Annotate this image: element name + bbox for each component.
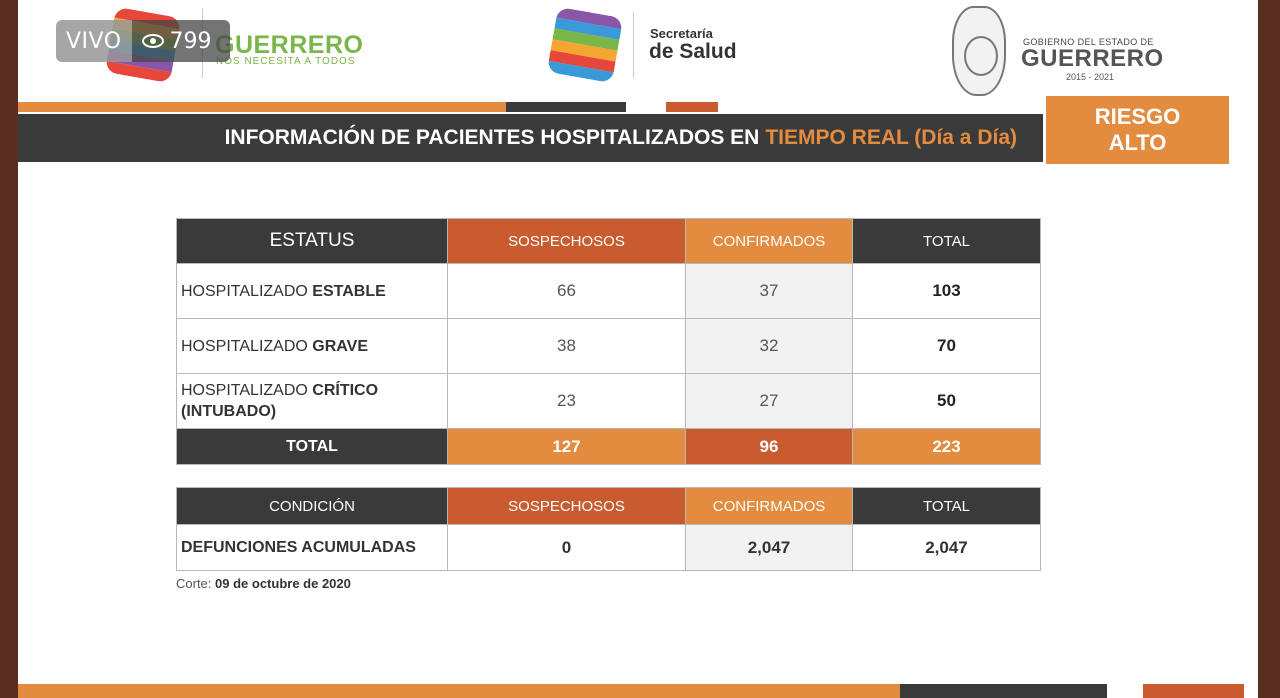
decor-stripe xyxy=(18,102,508,112)
total-cell: 70 xyxy=(852,318,1041,374)
suspects-cell: 23 xyxy=(447,373,686,429)
page-title-bar: INFORMACIÓN DE PACIENTES HOSPITALIZADOS … xyxy=(18,114,1043,162)
live-badge: VIVO 799 xyxy=(56,20,230,62)
row-label: HOSPITALIZADO CRÍTICO (INTUBADO) xyxy=(176,373,448,429)
total-cell: 103 xyxy=(852,263,1041,319)
table-row: HOSPITALIZADO ESTABLE 66 37 103 xyxy=(176,263,1041,319)
table-row: HOSPITALIZADO CRÍTICO (INTUBADO) 23 27 5… xyxy=(176,373,1041,429)
viewer-count: 799 xyxy=(131,20,230,62)
guerrero-tagline: NOS NECESITA A TODOS xyxy=(216,56,356,67)
total-cell: 50 xyxy=(852,373,1041,429)
suspects-cell: 0 xyxy=(447,524,686,571)
state-crest-icon xyxy=(952,6,1006,96)
table-total-row: TOTAL 127 96 223 xyxy=(176,428,1041,465)
table-header-row: CONDICIÓN SOSPECHOSOS CONFIRMADOS TOTAL xyxy=(176,487,1041,525)
confirmed-cell: 32 xyxy=(685,318,853,374)
table-row: DEFUNCIONES ACUMULADAS 0 2,047 2,047 xyxy=(176,524,1041,571)
decor-stripe xyxy=(506,102,626,112)
cutoff-label: Corte: xyxy=(176,576,212,591)
column-header-total: TOTAL xyxy=(852,487,1041,525)
decor-stripe xyxy=(1143,684,1244,698)
column-header-confirmed: CONFIRMADOS xyxy=(685,218,853,264)
suspects-cell: 38 xyxy=(447,318,686,374)
page-title: INFORMACIÓN DE PACIENTES HOSPITALIZADOS … xyxy=(224,126,760,149)
total-label: TOTAL xyxy=(176,428,448,465)
column-header-suspects: SOSPECHOSOS xyxy=(447,218,686,264)
total-cell: 2,047 xyxy=(852,524,1041,571)
grand-total-cell: 223 xyxy=(852,428,1041,465)
risk-line1: RIESGO xyxy=(1094,104,1181,129)
confirmed-cell: 37 xyxy=(685,263,853,319)
column-header-total: TOTAL xyxy=(852,218,1041,264)
cutoff-date: Corte: 09 de octubre de 2020 xyxy=(176,576,351,591)
row-label: DEFUNCIONES ACUMULADAS xyxy=(176,524,448,571)
column-header-condition: CONDICIÓN xyxy=(176,487,448,525)
page-title-highlight: TIEMPO REAL (Día a Día) xyxy=(765,126,1017,149)
secretaria-line1: Secretaría xyxy=(650,26,713,41)
column-header-status: ESTATUS xyxy=(176,218,448,264)
risk-line2: ALTO xyxy=(1108,130,1167,155)
gobierno-line2: GUERRERO xyxy=(1021,45,1164,72)
header-divider xyxy=(633,12,634,78)
risk-badge: RIESGO ALTO xyxy=(1046,96,1229,164)
live-label: VIVO xyxy=(56,20,132,62)
cutoff-date-value: 09 de octubre de 2020 xyxy=(215,576,351,591)
table-header-row: ESTATUS SOSPECHOSOS CONFIRMADOS TOTAL xyxy=(176,218,1041,264)
column-header-suspects: SOSPECHOSOS xyxy=(447,487,686,525)
guerrero-logo-text: GUERRERO xyxy=(215,31,364,59)
row-label: HOSPITALIZADO GRAVE xyxy=(176,318,448,374)
viewer-count-value: 799 xyxy=(169,28,212,54)
presentation-slide: VIVO 799 GUERRERO NOS NECESITA A TODOS S… xyxy=(18,0,1258,698)
suspects-total-cell: 127 xyxy=(447,428,686,465)
secretaria-line2: de Salud xyxy=(649,40,737,63)
gobierno-line1: GOBIERNO DEL ESTADO DE xyxy=(1023,37,1154,47)
hospitalized-table: ESTATUS SOSPECHOSOS CONFIRMADOS TOTAL HO… xyxy=(176,218,1041,465)
suspects-cell: 66 xyxy=(447,263,686,319)
secretaria-logo-icon xyxy=(546,6,624,84)
row-label: HOSPITALIZADO ESTABLE xyxy=(176,263,448,319)
eye-icon xyxy=(141,34,164,48)
confirmed-cell: 27 xyxy=(685,373,853,429)
table-row: HOSPITALIZADO GRAVE 38 32 70 xyxy=(176,318,1041,374)
decor-stripe xyxy=(666,102,718,112)
decor-stripe xyxy=(900,684,1107,698)
gobierno-years: 2015 - 2021 xyxy=(1066,72,1115,82)
column-header-confirmed: CONFIRMADOS xyxy=(685,487,853,525)
confirmed-cell: 2,047 xyxy=(685,524,853,571)
deaths-table: CONDICIÓN SOSPECHOSOS CONFIRMADOS TOTAL … xyxy=(176,487,1041,571)
decor-stripe xyxy=(18,684,902,698)
confirmed-total-cell: 96 xyxy=(685,428,853,465)
